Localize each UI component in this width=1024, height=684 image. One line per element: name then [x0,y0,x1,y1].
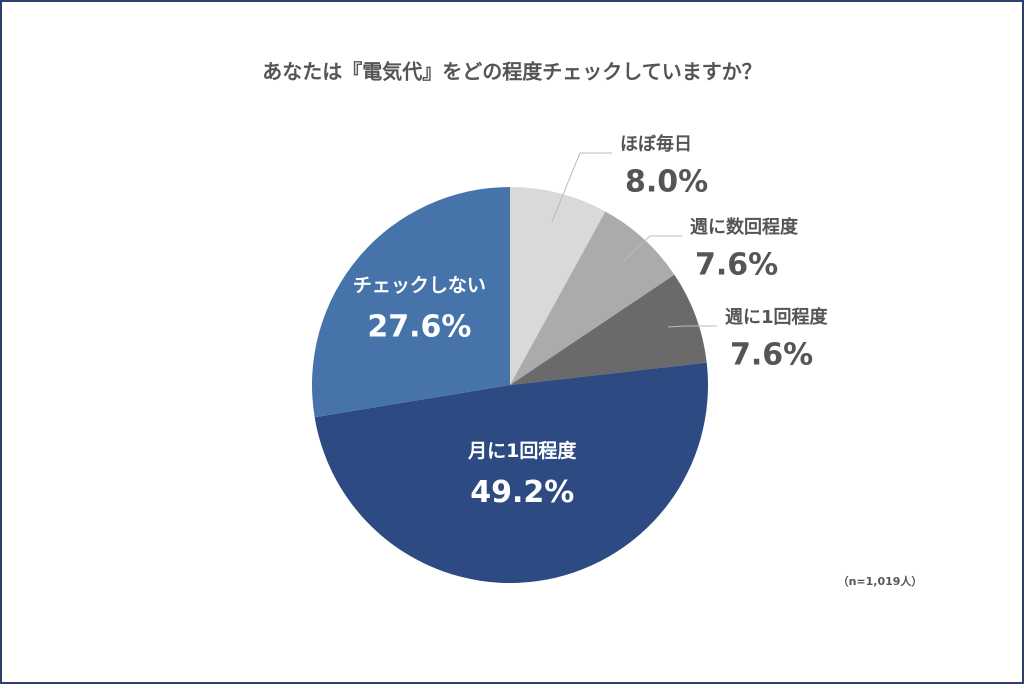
pie-slice [510,274,707,385]
leader-line [551,152,612,223]
slice-label: 週に数回程度 [690,216,799,238]
value-label: 7.6% [695,248,778,283]
value-label: 49.2% [470,475,574,510]
slice-label: ほぼ毎日 [620,133,692,155]
pie-slice [510,211,675,385]
value-label: 8.0% [625,165,708,200]
value-label: 27.6% [367,310,471,345]
leader-line [667,325,717,328]
pie-slice [510,187,606,385]
chart-title: あなたは『電気代』をどの程度チェックしていますか？ [262,60,761,84]
pie-slice [311,187,510,418]
pie-slice [314,362,709,584]
slice-label: 月に1回程度 [467,439,577,462]
leader-line [623,235,682,262]
note: （n=1,019人） [838,574,923,588]
slice-label: チェックしない [353,275,486,297]
slice-label: 週に1回程度 [725,306,829,328]
value-label: 7.6% [730,338,813,373]
